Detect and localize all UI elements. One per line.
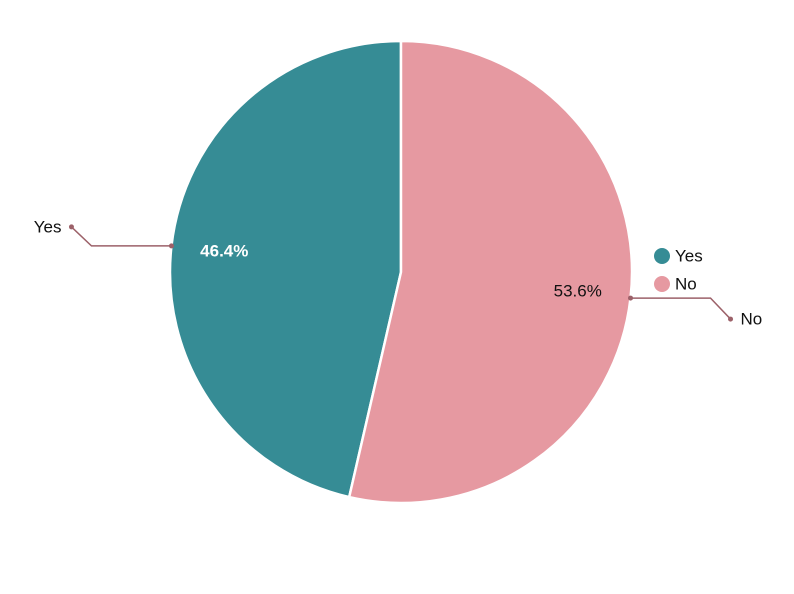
- legend-label: Yes: [675, 246, 703, 265]
- leader-label: No: [741, 310, 763, 329]
- leader-line: [630, 297, 732, 320]
- legend-swatch: [654, 248, 670, 264]
- legend-swatch: [654, 276, 670, 292]
- data-label: 53.6%: [554, 282, 602, 301]
- leader-dot: [68, 224, 74, 230]
- leader-line: [70, 226, 172, 247]
- leader-label: Yes: [34, 217, 62, 236]
- leader-dot: [728, 316, 734, 322]
- legend-label: No: [675, 274, 697, 293]
- leader-dot: [628, 295, 634, 301]
- leader-dot: [168, 243, 174, 249]
- data-label: 46.4%: [200, 241, 248, 260]
